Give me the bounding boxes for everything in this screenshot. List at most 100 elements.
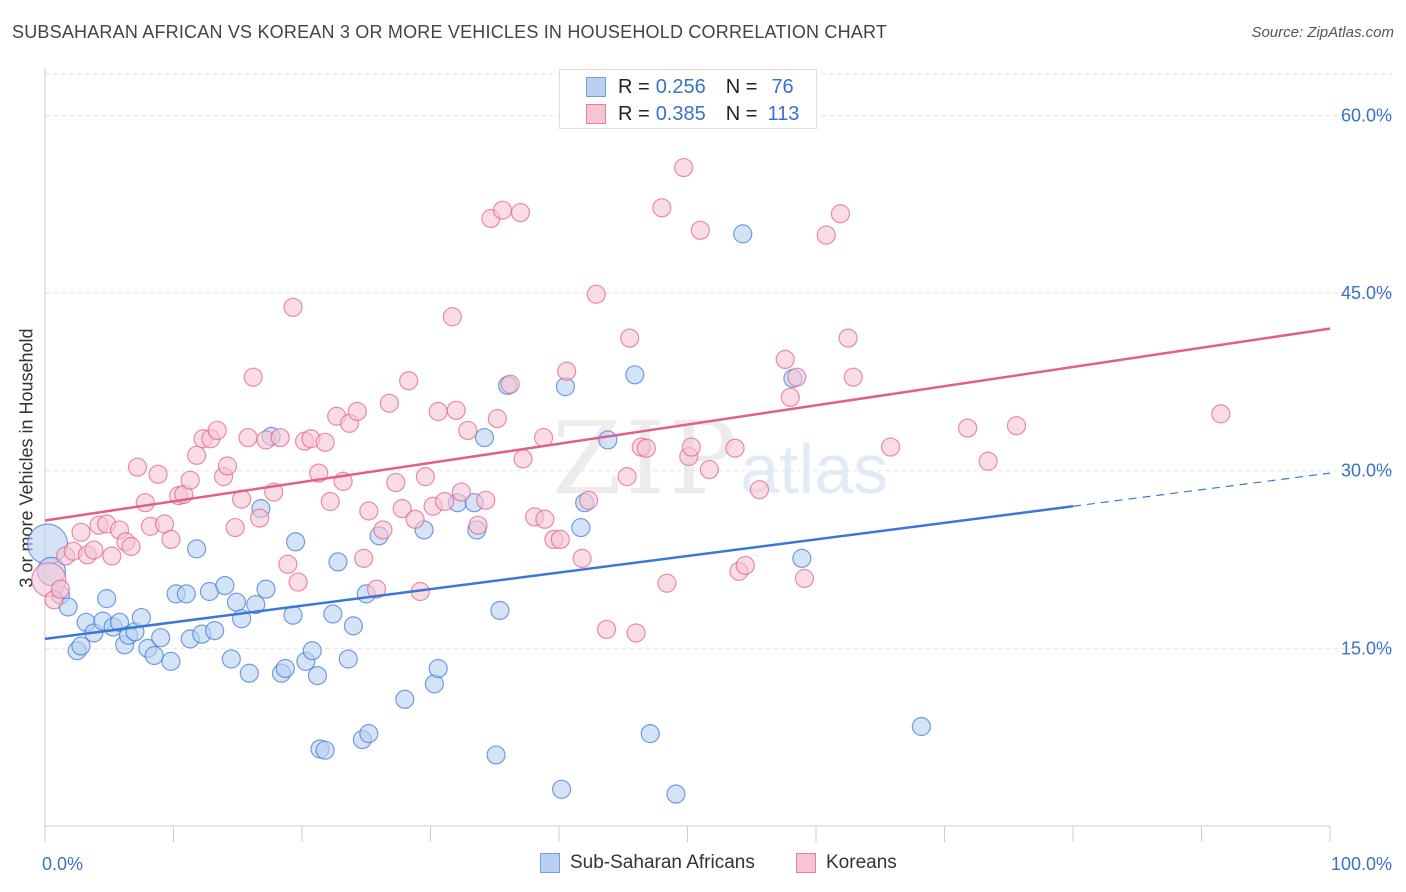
- data-point: [735, 555, 755, 576]
- data-point: [415, 467, 435, 487]
- data-point: [513, 449, 533, 469]
- data-point: [474, 427, 495, 448]
- bottom-legend-item-koreans[interactable]: Koreans: [796, 852, 897, 874]
- y-tick-label: 15.0%: [1341, 638, 1392, 658]
- data-point: [176, 584, 196, 604]
- bottom-legend-swatch-subsaharan: [540, 853, 560, 873]
- data-point: [657, 573, 677, 593]
- data-point: [1006, 416, 1027, 436]
- legend-r-label: R =: [618, 102, 650, 125]
- data-point: [699, 459, 719, 480]
- data-point: [50, 579, 71, 599]
- data-point: [225, 517, 245, 538]
- data-point: [636, 438, 656, 458]
- data-point: [399, 371, 419, 391]
- data-point: [442, 307, 462, 327]
- data-point: [249, 508, 270, 528]
- x-tick-label: 100.0%: [1331, 854, 1392, 874]
- data-point: [366, 579, 387, 599]
- data-point: [446, 400, 466, 420]
- data-point: [161, 651, 181, 671]
- data-point: [780, 387, 800, 407]
- data-point: [666, 784, 686, 804]
- data-point: [307, 665, 328, 686]
- data-point: [392, 499, 412, 519]
- data-point: [486, 745, 506, 765]
- source-label: Source: ZipAtlas.com: [1251, 24, 1394, 41]
- trend-line-koreans: [44, 327, 1331, 522]
- data-point: [451, 482, 471, 502]
- data-point: [283, 297, 303, 317]
- data-point: [598, 430, 618, 450]
- data-point: [270, 427, 290, 448]
- data-point: [535, 509, 555, 529]
- legend-n-label: N =: [725, 102, 758, 125]
- data-point: [625, 365, 645, 385]
- data-point: [880, 437, 901, 457]
- trend-line-subsaharan: [44, 505, 1074, 641]
- data-point: [500, 374, 520, 394]
- data-point: [285, 532, 306, 552]
- legend-row-koreans: R = 0.385 N = 113: [586, 103, 799, 125]
- data-point: [343, 616, 363, 636]
- bottom-legend-item-subsaharan[interactable]: Sub-Saharan Africans: [540, 852, 755, 874]
- data-point: [256, 579, 276, 599]
- y-tick-label: 45.0%: [1341, 283, 1392, 303]
- legend-swatch-subsaharan: [586, 77, 606, 97]
- data-point: [102, 546, 122, 566]
- data-point: [775, 349, 795, 370]
- data-point: [215, 575, 235, 596]
- data-point: [379, 393, 399, 413]
- data-point: [187, 445, 207, 465]
- bottom-legend-label: Koreans: [826, 852, 897, 873]
- data-point: [405, 509, 425, 529]
- data-point: [71, 636, 91, 656]
- series-subsaharan-points: [26, 224, 931, 804]
- data-point: [338, 649, 358, 669]
- legend-n-label: N =: [725, 75, 758, 98]
- data-point: [838, 328, 858, 348]
- data-point: [144, 645, 164, 666]
- data-point: [71, 522, 91, 542]
- data-point: [347, 401, 367, 422]
- data-point: [510, 202, 531, 223]
- data-point: [131, 607, 151, 628]
- data-point: [323, 604, 343, 624]
- data-point: [151, 628, 171, 648]
- data-point: [468, 515, 488, 535]
- data-point: [617, 467, 637, 487]
- data-point: [551, 779, 572, 799]
- data-point: [911, 716, 931, 737]
- data-point: [161, 529, 181, 550]
- data-point: [487, 409, 507, 429]
- data-point: [476, 490, 496, 510]
- data-point: [278, 554, 298, 574]
- data-point: [226, 592, 247, 612]
- y-tick-label: 60.0%: [1341, 105, 1392, 125]
- data-point: [690, 220, 710, 240]
- data-point: [328, 552, 348, 572]
- data-point: [309, 463, 329, 483]
- data-point: [243, 367, 263, 387]
- data-point: [725, 438, 745, 458]
- data-point: [586, 284, 606, 304]
- data-point: [359, 501, 379, 521]
- stats-legend: R = 0.256 N = 76 R = 0.385 N = 113: [559, 69, 817, 129]
- data-point: [435, 491, 455, 512]
- data-point: [217, 456, 238, 476]
- data-point: [1211, 404, 1231, 424]
- data-point: [787, 367, 807, 387]
- data-point: [652, 198, 672, 218]
- legend-r-label: R =: [618, 75, 650, 98]
- data-point: [207, 420, 227, 441]
- data-point: [749, 480, 770, 500]
- data-point: [121, 536, 141, 557]
- data-point: [428, 401, 448, 422]
- legend-swatch-koreans: [586, 104, 606, 124]
- data-point: [221, 649, 241, 669]
- legend-r-value: 0.256: [655, 75, 706, 98]
- data-point: [238, 427, 258, 448]
- data-point: [428, 658, 448, 679]
- data-point: [958, 418, 978, 438]
